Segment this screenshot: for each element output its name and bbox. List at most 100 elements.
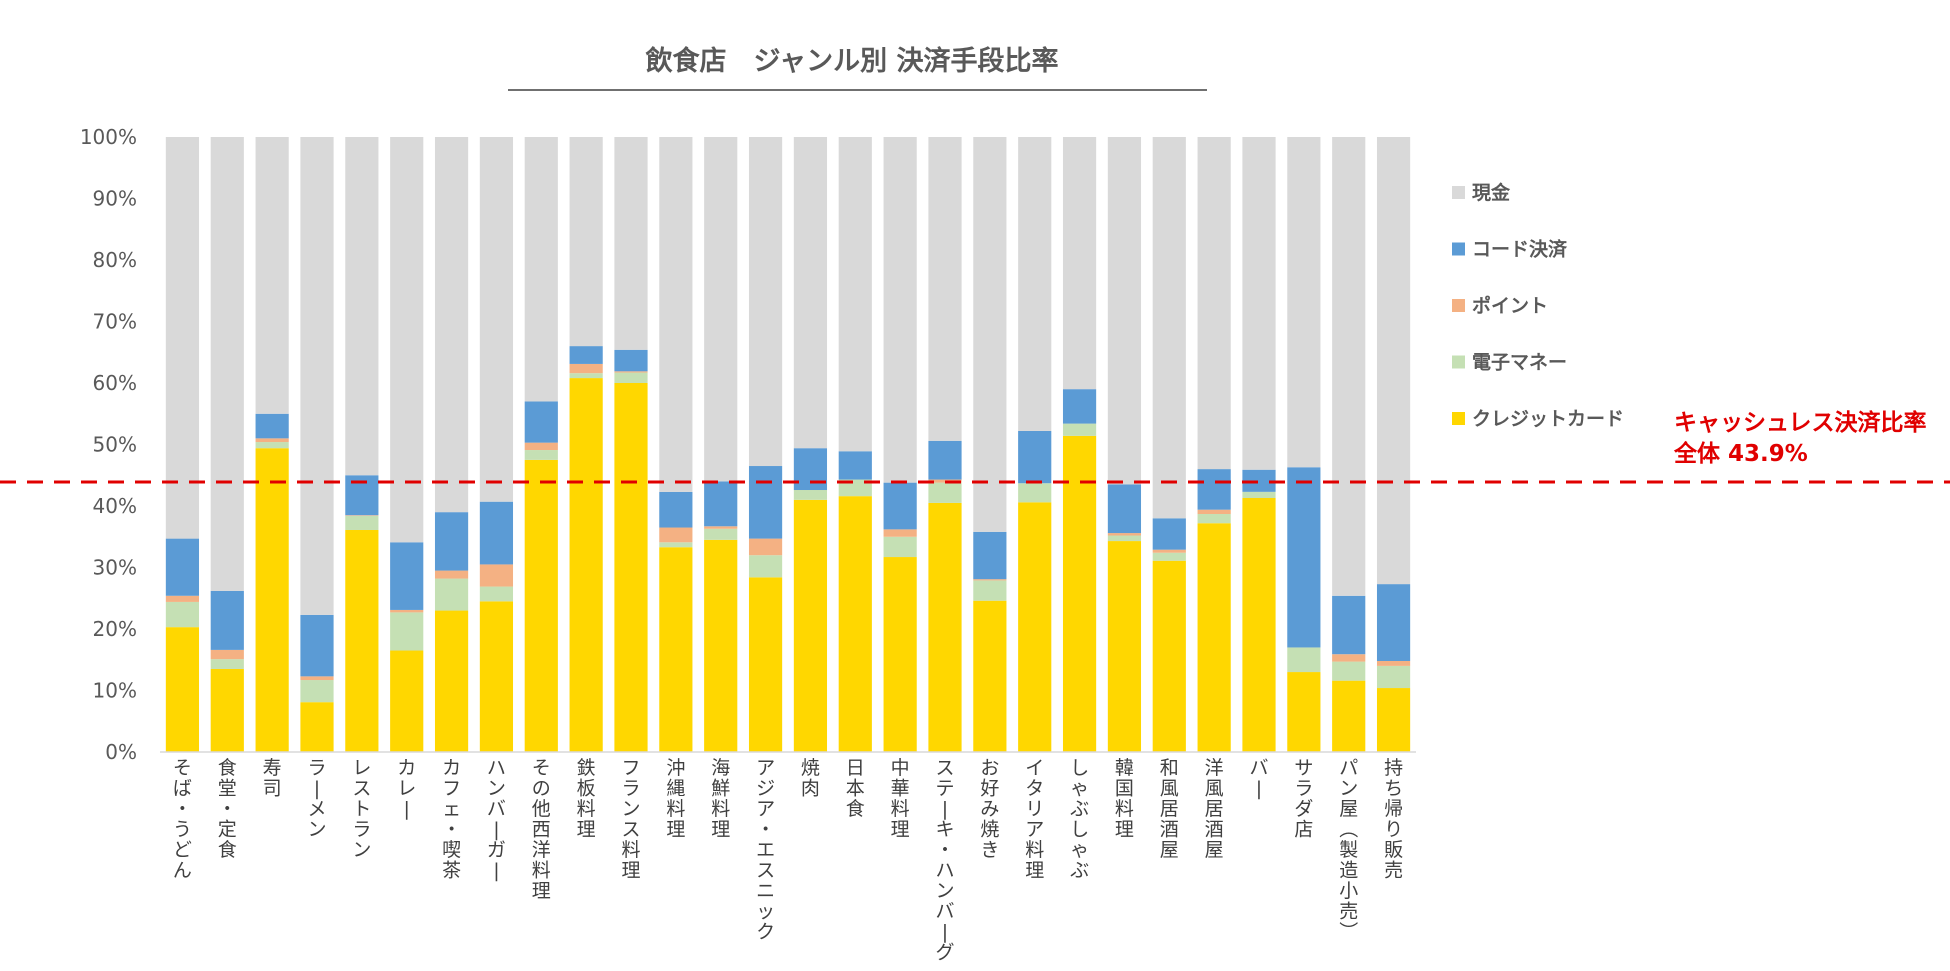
x-tick-label: 日本食 xyxy=(846,757,865,820)
x-tick-label: 海鮮料理 xyxy=(711,757,730,841)
x-tick-label: 中華料理 xyxy=(891,757,910,841)
bar-segment xyxy=(1107,535,1142,542)
bar-segment xyxy=(1152,518,1186,550)
bar-segment xyxy=(614,383,648,752)
x-tick-label: 寿司 xyxy=(263,757,282,800)
bar-segment xyxy=(704,539,738,752)
bar-segment xyxy=(479,137,514,502)
bar-segment xyxy=(1062,423,1097,436)
bar-segment xyxy=(793,490,828,500)
y-tick-label: 30% xyxy=(93,556,137,580)
x-tick-label: 沖縄料理 xyxy=(666,757,685,841)
bar-segment xyxy=(255,438,289,443)
legend-label: 現金 xyxy=(1472,181,1511,204)
bar-segment xyxy=(883,137,917,483)
bar-segment xyxy=(255,442,289,449)
x-tick-label: 和風居酒屋 xyxy=(1160,757,1179,861)
x-tick-label: そば・うどん xyxy=(173,757,192,882)
bar-segment xyxy=(1062,137,1097,390)
bar-segment xyxy=(1287,467,1321,648)
bar-segment xyxy=(210,590,244,650)
bar-segment xyxy=(704,528,738,540)
bar-segment xyxy=(345,137,379,476)
bar-segment xyxy=(748,466,783,539)
bar-segment xyxy=(390,137,424,543)
bar-segment xyxy=(210,659,244,669)
legend-swatch xyxy=(1452,412,1465,425)
bar-segment xyxy=(569,363,603,374)
bar-segment xyxy=(883,536,917,558)
bar-segment xyxy=(1018,483,1052,503)
bar-segment xyxy=(748,577,783,752)
bar-segment xyxy=(569,373,603,379)
bar-segment xyxy=(1287,647,1321,673)
bar-segment xyxy=(659,137,693,492)
bar-segment xyxy=(973,579,1007,581)
bar-segment xyxy=(524,450,558,460)
legend-swatch xyxy=(1452,299,1465,312)
y-tick-label: 50% xyxy=(93,433,137,457)
bar-segment xyxy=(255,137,289,414)
bar-segment xyxy=(165,538,200,596)
bar-segment xyxy=(793,448,828,491)
bar-segment xyxy=(659,542,693,548)
bar-segment xyxy=(928,479,962,483)
bar-segment xyxy=(1197,469,1231,510)
annotation-line-2: 全体 43.9% xyxy=(1673,440,1808,467)
bar-segment xyxy=(748,137,783,467)
bar-segment xyxy=(1242,469,1276,492)
bar-segment xyxy=(1376,688,1411,752)
bar-segment xyxy=(210,649,244,660)
x-tick-label: その他西洋料理 xyxy=(532,757,551,902)
bar-segment xyxy=(1242,491,1276,499)
bar-segment xyxy=(883,482,917,530)
bar-segment xyxy=(1242,137,1276,470)
bar-segment xyxy=(748,555,783,578)
bar-segment xyxy=(838,496,872,752)
bar-segment xyxy=(793,137,828,449)
x-tick-label: イタリア料理 xyxy=(1025,757,1044,882)
bar-segment xyxy=(524,401,558,443)
x-tick-label: カレ| xyxy=(397,757,416,820)
x-tick-label: ハンバ|ガ| xyxy=(487,757,506,882)
y-tick-label: 60% xyxy=(93,371,137,395)
bar-segment xyxy=(1062,435,1097,752)
bar-segment xyxy=(928,482,962,503)
x-tick-label: 洋風居酒屋 xyxy=(1205,757,1224,861)
y-tick-label: 100% xyxy=(80,125,137,149)
bar-segment xyxy=(390,609,424,613)
bar-segment xyxy=(390,612,424,651)
bar-segment xyxy=(1242,498,1276,752)
bar-segment xyxy=(1152,137,1186,519)
bar-segment xyxy=(165,627,200,752)
bar-segment xyxy=(210,668,244,752)
bar-segment xyxy=(434,570,469,579)
bar-segment xyxy=(345,515,379,530)
bar-segment xyxy=(1332,654,1366,662)
bar-segment xyxy=(1018,137,1052,431)
bar-segment xyxy=(1197,137,1231,470)
y-tick-label: 10% xyxy=(93,679,137,703)
bar-segment xyxy=(255,448,289,752)
bar-segment xyxy=(928,440,962,480)
x-tick-label: ステ|キ・ハンバ|グ xyxy=(935,757,954,964)
bar-segment xyxy=(165,137,200,539)
bar-segment xyxy=(345,529,379,752)
x-tick-label: お好み焼き xyxy=(980,757,999,861)
bar-segment xyxy=(1287,137,1321,468)
y-tick-label: 70% xyxy=(93,310,137,334)
bar-segment xyxy=(479,586,514,602)
x-tick-label: 韓国料理 xyxy=(1115,757,1134,841)
bar-segment xyxy=(704,481,738,527)
legend-swatch xyxy=(1452,355,1465,369)
y-tick-label: 80% xyxy=(93,248,137,272)
bar-segment xyxy=(1152,549,1186,553)
x-tick-label: 焼肉 xyxy=(801,757,820,800)
legend-item-1: 現金 xyxy=(1452,181,1511,204)
x-tick-label: バ| xyxy=(1249,757,1268,800)
bar-segment xyxy=(300,137,334,615)
bar-segment xyxy=(973,531,1007,580)
chart-title: 飲食店 ジャンル別 決済手段比率 xyxy=(644,45,1058,77)
bar-segment xyxy=(659,527,693,543)
x-tick-label: しゃぶしゃぶ xyxy=(1070,757,1089,882)
